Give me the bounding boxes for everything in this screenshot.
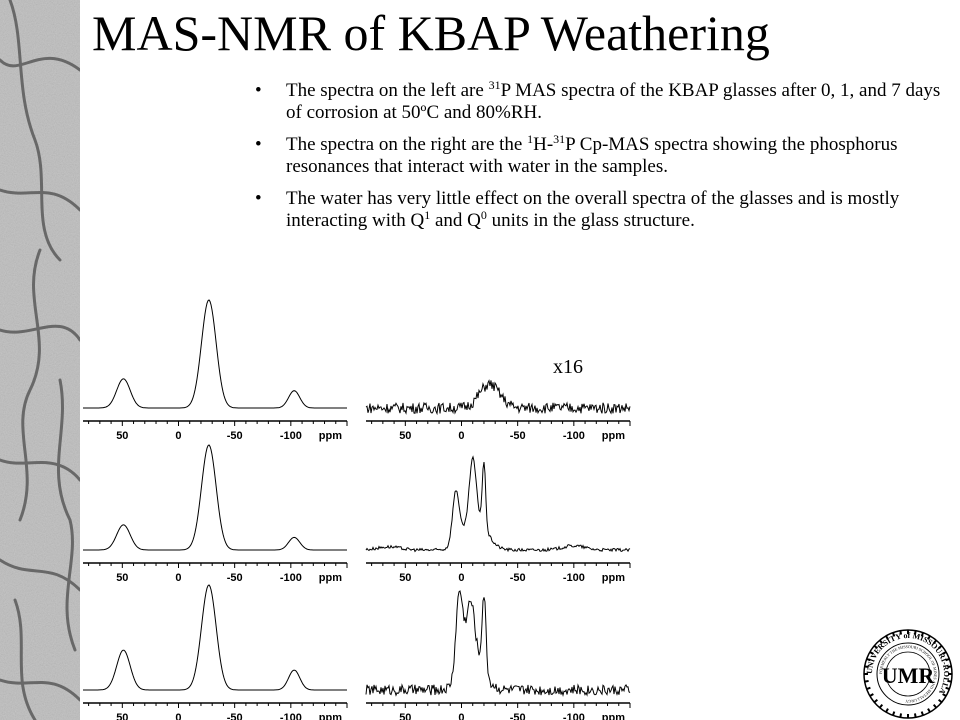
- gear-tooth: [864, 679, 869, 683]
- slide-title: MAS-NMR of KBAP Weathering: [92, 5, 770, 61]
- gear-tooth: [942, 693, 947, 697]
- x-tick-label: 0: [458, 712, 464, 720]
- gear-tooth: [942, 651, 947, 655]
- x-tick-label: -100: [280, 430, 302, 442]
- bullet-marker: •: [255, 188, 262, 209]
- x-tick-label: -50: [227, 572, 243, 584]
- gear-tooth: [937, 698, 943, 704]
- x-tick-label: -100: [563, 712, 585, 720]
- multiplier-label: x16: [553, 356, 583, 378]
- superscript: 31: [488, 78, 501, 92]
- superscript: 0: [480, 208, 487, 222]
- stone-texture-strip: [0, 0, 80, 720]
- x-unit-label: ppm: [319, 712, 342, 720]
- x-unit-label: ppm: [602, 572, 625, 584]
- spectrum-trace: [365, 590, 631, 698]
- gear-tooth: [869, 651, 874, 655]
- bullet-item: • The spectra on the left are 31P MAS spe…: [255, 78, 941, 123]
- bullet-list: • The spectra on the left are 31P MAS spe…: [255, 78, 955, 242]
- superscript: 1: [424, 208, 431, 222]
- bullet-item: • The water has very little effect on the…: [255, 188, 900, 231]
- gear-tooth: [947, 665, 952, 669]
- superscript: 31: [553, 132, 566, 146]
- x-tick-label: -50: [510, 572, 526, 584]
- x-tick-label: 50: [116, 712, 128, 720]
- x-tick-label: -100: [280, 712, 302, 720]
- x-unit-label: ppm: [602, 430, 625, 442]
- bullet-marker: •: [255, 80, 262, 101]
- gear-tooth: [873, 644, 879, 650]
- gear-tooth: [927, 708, 931, 713]
- x-tick-label: 0: [175, 572, 181, 584]
- x-unit-label: ppm: [602, 712, 625, 720]
- bullet-marker: •: [255, 134, 262, 155]
- x-tick-label: -100: [563, 572, 585, 584]
- gear-tooth: [947, 679, 952, 683]
- x-tick-label: 50: [399, 430, 411, 442]
- x-tick-label: 0: [458, 572, 464, 584]
- gear-tooth: [927, 635, 931, 640]
- gear-tooth: [899, 630, 903, 635]
- x-unit-label: ppm: [319, 572, 342, 584]
- superscript: 1: [527, 132, 534, 146]
- gear-tooth: [869, 693, 874, 697]
- gear-tooth: [899, 713, 903, 718]
- gear-tooth: [892, 711, 896, 716]
- x-tick-label: -50: [227, 712, 243, 720]
- x-tick-label: 0: [175, 712, 181, 720]
- gear-tooth: [937, 644, 943, 650]
- spectrum-trace: [83, 444, 347, 551]
- gear-tooth: [878, 639, 884, 645]
- x-tick-label: 50: [116, 430, 128, 442]
- x-tick-label: -50: [227, 430, 243, 442]
- x-tick-label: -50: [510, 712, 526, 720]
- x-tick-label: 50: [116, 572, 128, 584]
- x-tick-label: 0: [458, 430, 464, 442]
- gear-tooth: [913, 630, 917, 635]
- gear-tooth: [920, 632, 924, 637]
- gear-tooth: [864, 665, 869, 669]
- spectrum-trace: [365, 379, 631, 416]
- x-tick-label: -100: [563, 430, 585, 442]
- gear-tooth: [866, 686, 871, 690]
- spectrum-trace: [83, 299, 347, 409]
- x-unit-label: ppm: [319, 430, 342, 442]
- university-seal-logo: UNIVERSITY of MISSOURI-ROLLA FORMERLY TH…: [863, 629, 953, 719]
- gear-tooth: [913, 713, 917, 718]
- gear-tooth: [878, 703, 884, 709]
- spectrum-trace: [365, 455, 631, 553]
- gear-tooth: [892, 632, 896, 637]
- gear-tooth: [920, 711, 924, 716]
- x-tick-label: 0: [175, 430, 181, 442]
- logo-lettering: UMR: [882, 663, 936, 688]
- x-tick-label: 50: [399, 712, 411, 720]
- x-tick-label: -50: [510, 430, 526, 442]
- gear-tooth: [873, 698, 879, 704]
- gear-tooth: [885, 708, 889, 713]
- gear-tooth: [945, 658, 950, 662]
- bullet-item: • The spectra on the right are the 1H-31P…: [255, 132, 898, 177]
- gear-tooth: [932, 639, 938, 645]
- x-tick-label: -100: [280, 572, 302, 584]
- gear-tooth: [866, 658, 871, 662]
- gear-tooth: [885, 635, 889, 640]
- spectrum-trace: [83, 584, 347, 691]
- gear-tooth: [945, 686, 950, 690]
- x-tick-label: 50: [399, 572, 411, 584]
- gear-tooth: [932, 703, 938, 709]
